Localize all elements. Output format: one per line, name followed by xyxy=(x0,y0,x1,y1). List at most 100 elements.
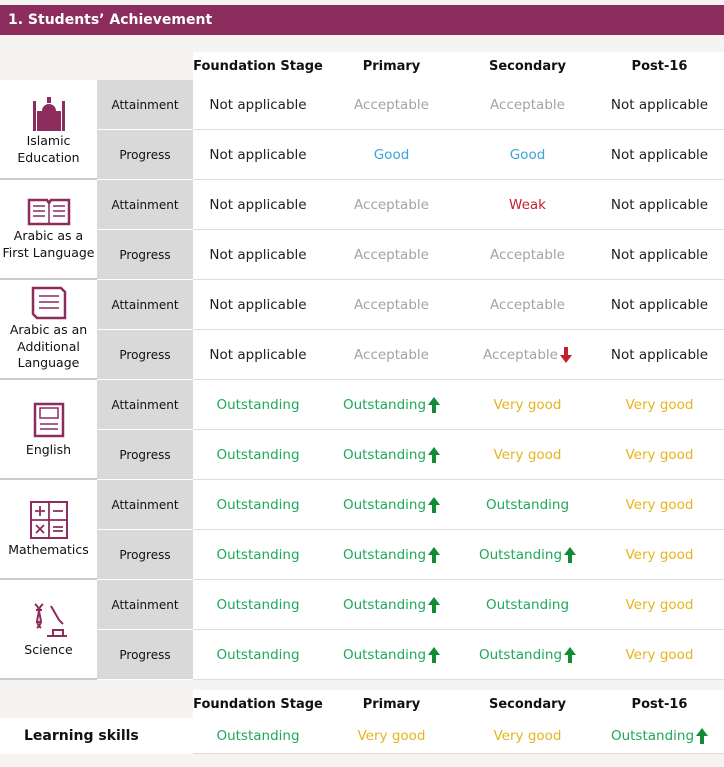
rating-cell: Good xyxy=(460,130,595,180)
subject-name: Mathematics xyxy=(8,541,89,557)
trend-down-arrow xyxy=(559,346,572,363)
rating: Outstanding xyxy=(342,496,427,513)
rating-cell: Not applicable xyxy=(595,80,724,130)
rating-cell: Very good xyxy=(460,430,595,480)
rating-cell: Very good xyxy=(595,530,724,580)
rating: Not applicable xyxy=(209,196,307,213)
rating: Outstanding xyxy=(610,727,695,744)
rating-cell: Outstanding xyxy=(595,718,724,754)
rating-cell: Outstanding xyxy=(193,430,323,480)
rating-cell: Outstanding xyxy=(193,718,323,754)
rating-cell: Not applicable xyxy=(193,80,323,130)
rating: Outstanding xyxy=(485,596,570,613)
subject-name: Arabic as a First Language xyxy=(2,228,95,260)
rating-cell: Not applicable xyxy=(193,280,323,330)
icon xyxy=(27,198,70,226)
trend-up-arrow xyxy=(428,596,441,613)
trend-up-arrow xyxy=(428,646,441,663)
rating: Very good xyxy=(625,446,694,463)
rating-cell: Not applicable xyxy=(595,180,724,230)
trend-up-arrow xyxy=(696,727,709,744)
rating: Outstanding xyxy=(342,646,427,663)
rating: Outstanding xyxy=(216,446,300,463)
rating-cell: Very good xyxy=(595,430,724,480)
rating: Outstanding xyxy=(342,596,427,613)
measure: Attainment xyxy=(97,280,193,330)
blank xyxy=(97,52,193,80)
rating: Not applicable xyxy=(610,146,709,163)
rating-cell: Outstanding xyxy=(323,630,460,680)
rating-cell: Very good xyxy=(460,718,595,754)
subject: English xyxy=(0,380,97,480)
rating-cell: Acceptable xyxy=(460,280,595,330)
rating: Good xyxy=(373,146,410,163)
rating-cell: Outstanding xyxy=(193,580,323,630)
rating: Very good xyxy=(493,396,562,413)
rating-cell: Very good xyxy=(460,380,595,430)
rating: Very good xyxy=(625,496,694,513)
rating: Acceptable xyxy=(354,346,429,363)
rating: Not applicable xyxy=(209,346,307,363)
rating-cell: Outstanding xyxy=(460,480,595,530)
rating-cell: Not applicable xyxy=(193,180,323,230)
rating: Not applicable xyxy=(610,296,709,313)
rating: Not applicable xyxy=(610,346,709,363)
rating: Not applicable xyxy=(610,96,709,113)
rating-cell: Outstanding xyxy=(193,630,323,680)
rating: Outstanding xyxy=(478,546,563,563)
measure: Progress xyxy=(97,230,193,280)
rating-cell: Weak xyxy=(460,180,595,230)
trend-up-arrow xyxy=(428,496,441,513)
blank xyxy=(97,690,193,718)
measure: Progress xyxy=(97,330,193,380)
column-header: Primary xyxy=(362,58,421,74)
rating: Outstanding xyxy=(216,546,300,563)
rating-cell: Very good xyxy=(595,380,724,430)
rating: Very good xyxy=(625,396,694,413)
learning-skills-table: Foundation Stage Primary Secondary Post-… xyxy=(0,690,724,754)
rating-cell: Not applicable xyxy=(595,330,724,380)
rating: Outstanding xyxy=(342,396,427,413)
rating-cell: Very good xyxy=(595,480,724,530)
rating-cell: Very good xyxy=(595,580,724,630)
rating-cell: Acceptable xyxy=(460,80,595,130)
measure: Progress xyxy=(97,630,193,680)
rating: Acceptable xyxy=(354,196,429,213)
rating-cell: Not applicable xyxy=(193,330,323,380)
rating-cell: Very good xyxy=(323,718,460,754)
measure: Attainment xyxy=(97,380,193,430)
rating-cell: Outstanding xyxy=(323,530,460,580)
rating-cell: Outstanding xyxy=(193,380,323,430)
rating: Acceptable xyxy=(354,296,429,313)
section-title: 1. Students’ Achievement xyxy=(0,5,724,35)
measure: Progress xyxy=(97,130,193,180)
rating: Weak xyxy=(509,196,546,213)
rating: Very good xyxy=(625,546,694,563)
rating: Not applicable xyxy=(209,96,307,113)
rating: Outstanding xyxy=(485,496,570,513)
blank xyxy=(0,690,97,718)
rating-cell: Not applicable xyxy=(193,230,323,280)
rating: Not applicable xyxy=(209,146,307,163)
rating-cell: Acceptable xyxy=(460,230,595,280)
icon xyxy=(29,500,68,539)
rating: Outstanding xyxy=(478,646,563,663)
rating: Acceptable xyxy=(354,96,429,113)
rating-cell: Outstanding xyxy=(460,580,595,630)
rating: Outstanding xyxy=(342,546,427,563)
trend-up-arrow xyxy=(564,646,577,663)
achievement-table: Foundation Stage Primary Secondary Post-… xyxy=(0,52,724,680)
rating-cell: Acceptable xyxy=(323,80,460,130)
rating-cell: Acceptable xyxy=(323,280,460,330)
icon xyxy=(32,97,65,132)
rating-cell: Acceptable xyxy=(460,330,595,380)
rating: Not applicable xyxy=(209,246,307,263)
blank xyxy=(0,52,97,80)
rating: Acceptable xyxy=(490,296,565,313)
subject: Arabic as a First Language xyxy=(0,180,97,280)
rating: Not applicable xyxy=(610,196,709,213)
rating-cell: Not applicable xyxy=(595,130,724,180)
subject-name: Science xyxy=(24,641,73,657)
rating-cell: Good xyxy=(323,130,460,180)
rating: Outstanding xyxy=(216,396,300,413)
